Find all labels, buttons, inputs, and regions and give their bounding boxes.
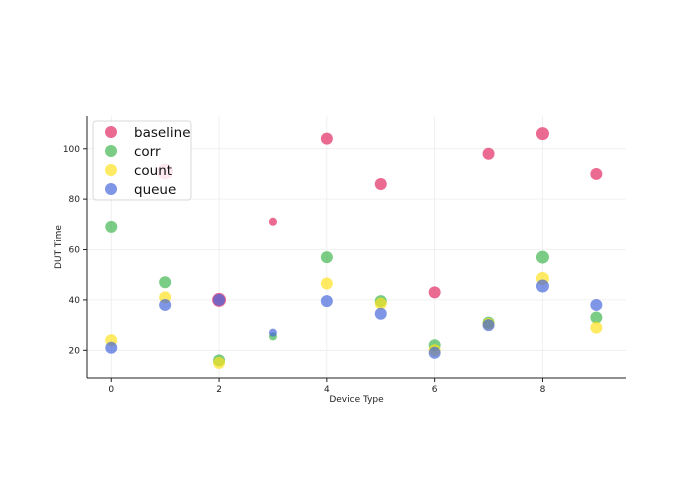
- legend-label-baseline: baseline: [134, 125, 191, 141]
- point-queue: [428, 346, 441, 359]
- grid: [87, 116, 626, 378]
- x-tick-label: 8: [540, 385, 546, 395]
- point-baseline: [590, 167, 603, 180]
- legend-label-corr: corr: [134, 144, 161, 160]
- y-tick-label: 80: [69, 195, 81, 205]
- point-queue: [535, 279, 549, 293]
- legend-marker-baseline: [105, 126, 117, 138]
- point-queue: [320, 295, 333, 308]
- legend-marker-corr: [105, 145, 117, 157]
- y-tick-label: 100: [63, 145, 80, 155]
- legend-label-count: count: [134, 163, 172, 179]
- point-queue: [159, 298, 172, 311]
- point-queue: [590, 298, 603, 311]
- x-tick-label: 6: [432, 385, 438, 395]
- y-tick-label: 20: [69, 346, 81, 356]
- point-corr: [159, 276, 172, 289]
- point-baseline: [428, 286, 441, 299]
- point-queue: [213, 293, 226, 306]
- x-axis-label: Device Type: [329, 395, 384, 405]
- point-queue: [105, 341, 118, 354]
- point-corr: [320, 251, 333, 264]
- ticks: 0 2 4 6 8 20 40 60 80 100: [63, 145, 546, 395]
- x-tick-label: 4: [324, 385, 330, 395]
- legend-marker-count: [105, 164, 117, 176]
- point-corr: [105, 220, 118, 233]
- point-corr: [590, 311, 603, 324]
- legend-marker-queue: [105, 183, 117, 195]
- point-queue: [482, 319, 495, 332]
- axes: [86, 116, 626, 379]
- point-baseline: [320, 132, 333, 145]
- y-axis-label: DUT Time: [54, 225, 64, 269]
- legend-box: [92, 120, 192, 201]
- point-baseline: [482, 147, 495, 160]
- point-queue: [374, 307, 387, 320]
- point-count: [320, 277, 333, 290]
- point-count: [590, 321, 603, 334]
- y-tick-label: 60: [69, 246, 81, 256]
- point-baseline: [535, 127, 549, 141]
- x-tick-label: 0: [108, 385, 114, 395]
- point-count: [213, 356, 226, 369]
- point-baseline: [268, 217, 277, 226]
- legend-label-queue: queue: [134, 182, 176, 198]
- point-queue: [268, 328, 277, 337]
- legend: baseline corr count queue: [92, 120, 192, 201]
- x-tick-label: 2: [216, 385, 222, 395]
- point-corr: [535, 250, 549, 264]
- point-baseline: [374, 178, 387, 191]
- y-tick-label: 40: [69, 296, 81, 306]
- point-count: [374, 297, 387, 310]
